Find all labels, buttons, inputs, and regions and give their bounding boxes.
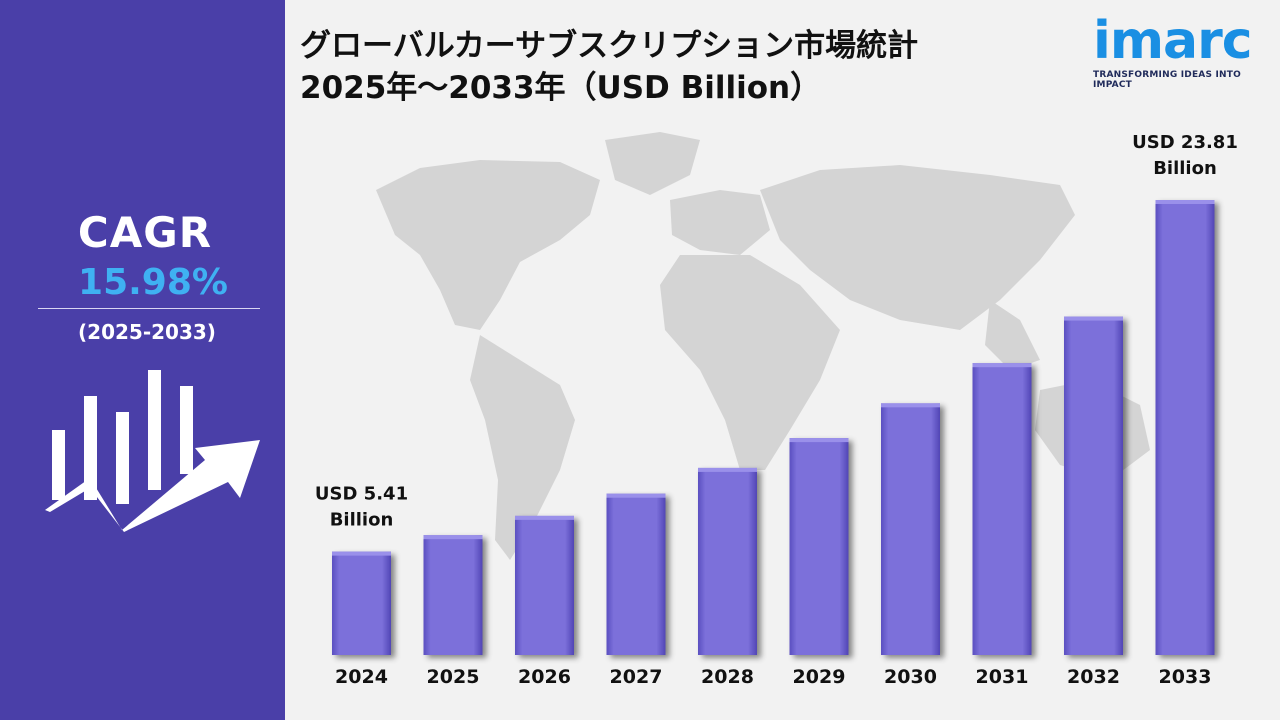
logo-wordmark: imarc <box>1093 11 1253 71</box>
bar-top-2024 <box>332 551 391 556</box>
logo-tagline: TRANSFORMING IDEAS INTO IMPACT <box>1093 70 1241 90</box>
bar-2027 <box>606 493 666 655</box>
x-tick-label-2024: 2024 <box>335 666 388 688</box>
data-label-2024-line1: USD 5.41 <box>315 484 408 505</box>
x-tick-label-2025: 2025 <box>427 666 480 688</box>
bar-top-2030 <box>881 403 940 408</box>
data-label-2033-line2: Billion <box>1153 158 1217 179</box>
bar-top-2032 <box>1064 316 1123 321</box>
bar-2024 <box>332 551 391 655</box>
bar-2032 <box>1064 316 1123 655</box>
x-tick-label-2026: 2026 <box>518 666 571 688</box>
bar-top-2033 <box>1155 200 1215 204</box>
bar-top-2028 <box>698 467 757 472</box>
bar-2028 <box>698 467 757 655</box>
bar-2029 <box>789 438 849 655</box>
cagr-sidebar: CAGR 15.98% (2025-2033) <box>0 0 285 720</box>
x-tick-label-2027: 2027 <box>610 666 663 688</box>
x-tick-label-2030: 2030 <box>884 666 937 688</box>
bar-2033 <box>1155 200 1215 655</box>
chart-title: グローバルカーサブスクリプション市場統計 2025年～2033年（USD Bil… <box>300 26 918 110</box>
data-label-2033-line1: USD 23.81 <box>1132 132 1238 153</box>
bar-2026 <box>515 515 574 655</box>
bar-top-2027 <box>606 493 666 498</box>
bar-top-2026 <box>515 515 574 520</box>
bar-top-2029 <box>789 438 849 443</box>
chart-title-line1: グローバルカーサブスクリプション市場統計 <box>300 28 919 64</box>
data-label-2024-line2: Billion <box>330 510 394 531</box>
x-tick-label-2029: 2029 <box>793 666 846 688</box>
chart-title-line2: 2025年～2033年（USD Billion） <box>300 70 822 106</box>
bar-2031 <box>972 363 1032 655</box>
x-tick-label-2028: 2028 <box>701 666 754 688</box>
cagr-label: CAGR <box>77 208 213 257</box>
x-tick-label-2033: 2033 <box>1159 666 1212 688</box>
cagr-divider <box>38 308 260 309</box>
x-tick-label-2032: 2032 <box>1067 666 1120 688</box>
cagr-period: (2025-2033) <box>78 320 216 344</box>
x-tick-label-2031: 2031 <box>976 666 1029 688</box>
bar-top-2025 <box>423 535 483 540</box>
bar-2030 <box>881 403 940 655</box>
bar-2025 <box>423 535 483 655</box>
growth-chart-icon <box>45 370 260 532</box>
world-map-background <box>376 132 1150 560</box>
imarc-logo: imarc TRANSFORMING IDEAS INTO IMPACT <box>1093 14 1268 90</box>
bar-top-2031 <box>972 363 1032 368</box>
cagr-value: 15.98% <box>78 262 228 303</box>
